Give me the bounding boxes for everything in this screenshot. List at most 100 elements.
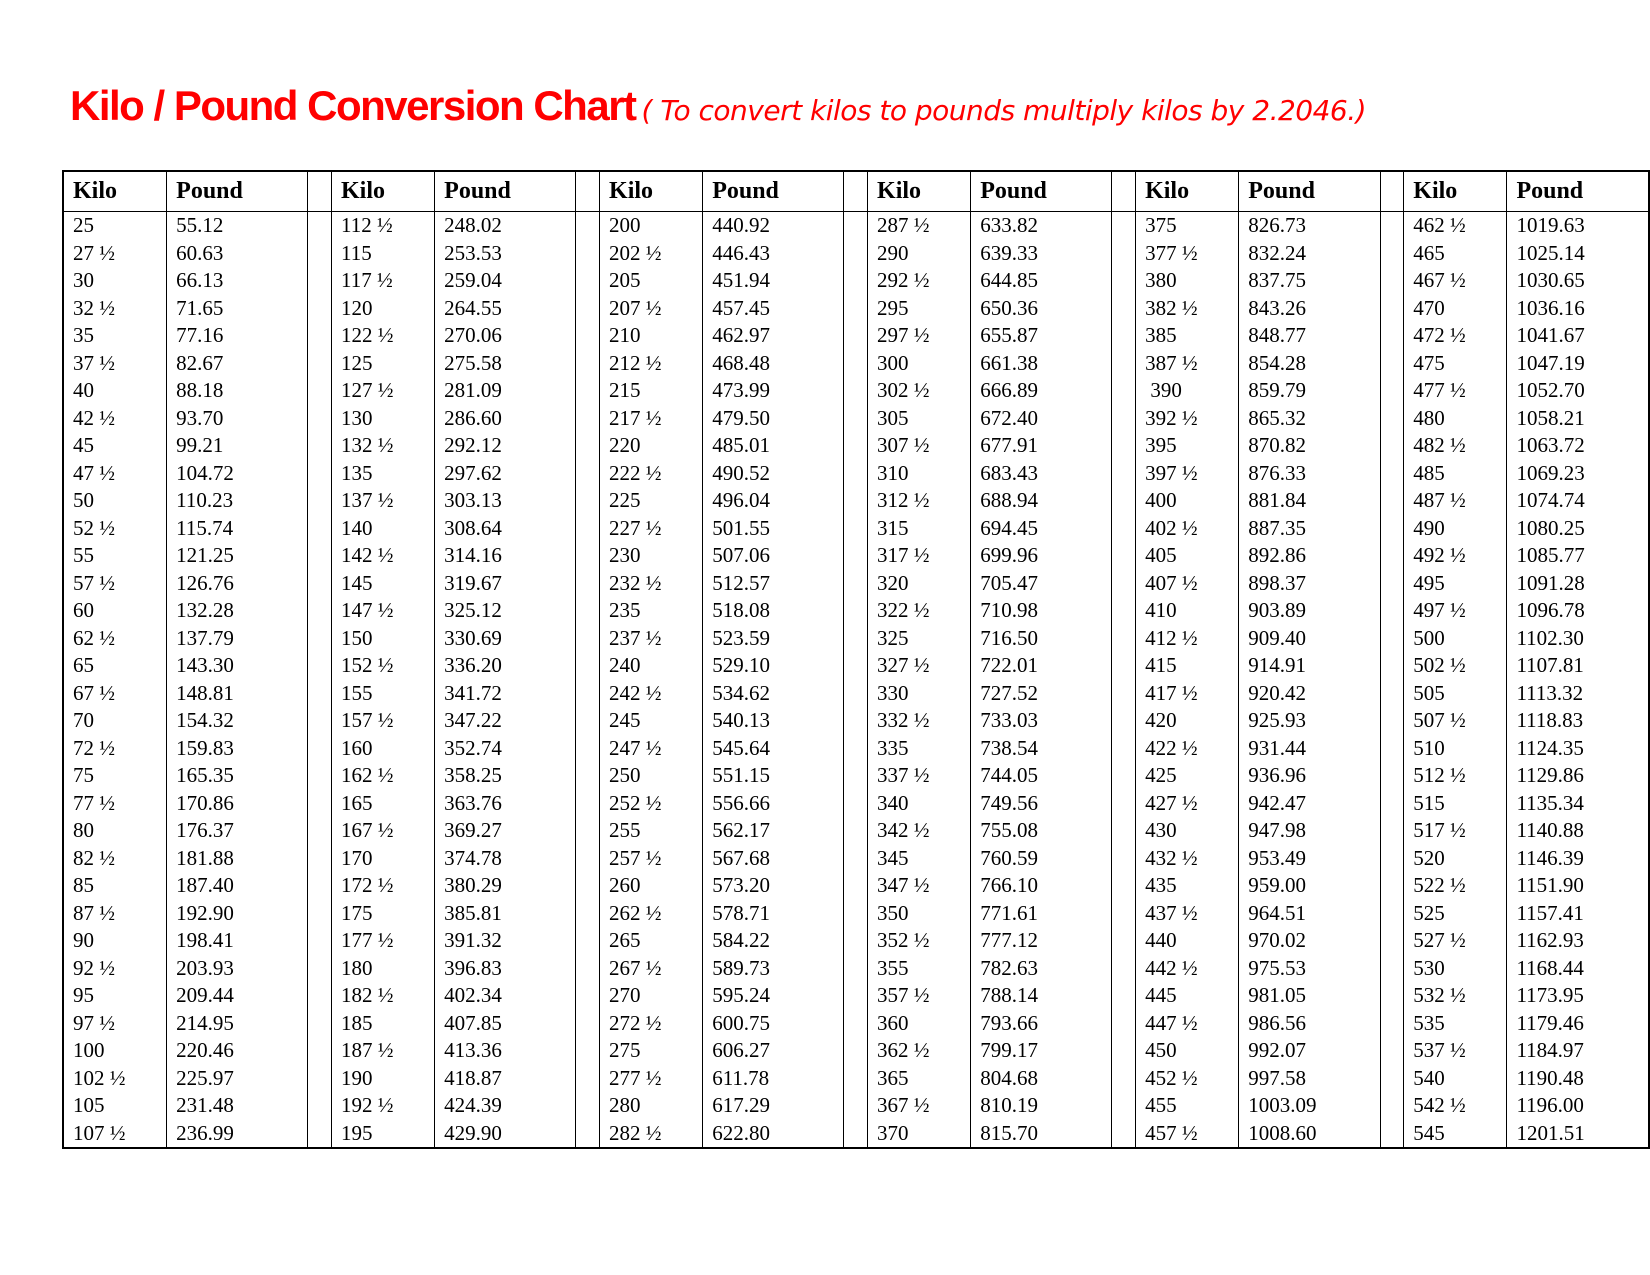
spacer-cell <box>843 432 869 460</box>
pound-cell: 848.77 <box>1238 322 1381 350</box>
table-row: 107 ½ 236.99 195 429.90 282 ½ 622.80 370 815.70… <box>62 1119 1650 1148</box>
kilo-cell: 72 ½ <box>62 734 168 762</box>
kilo-cell: 85 <box>62 872 168 900</box>
kilo-cell: 247 ½ <box>599 734 704 762</box>
kilo-cell: 345 <box>867 844 972 872</box>
pound-cell: 699.96 <box>970 542 1113 570</box>
kilo-cell: 207 ½ <box>599 294 704 322</box>
pound-cell: 942.47 <box>1238 789 1381 817</box>
kilo-cell: 420 <box>1135 707 1240 735</box>
pound-cell: 99.21 <box>166 432 309 460</box>
kilo-cell: 150 <box>331 624 436 652</box>
pound-cell: 881.84 <box>1238 487 1381 515</box>
kilo-cell: 160 <box>331 734 436 762</box>
kilo-cell: 222 ½ <box>599 459 704 487</box>
spacer-cell <box>1111 734 1137 762</box>
kilo-cell: 147 ½ <box>331 597 436 625</box>
kilo-cell: 430 <box>1135 817 1240 845</box>
pound-cell: 633.82 <box>970 211 1113 240</box>
pound-cell: 595.24 <box>702 982 845 1010</box>
conversion-table: Kilo Pound Kilo Pound Kilo Pound Kilo Pound Kilo… <box>62 170 1650 1149</box>
kilo-cell: 535 <box>1403 1009 1508 1037</box>
table-row: 100 220.46 187 ½ 413.36 275 606.27 362 ½ 799.17… <box>62 1037 1650 1065</box>
pound-cell: 330.69 <box>434 624 577 652</box>
kilo-cell: 245 <box>599 707 704 735</box>
spacer-cell <box>843 1009 869 1037</box>
kilo-cell: 50 <box>62 487 168 515</box>
spacer-cell <box>843 487 869 515</box>
spacer-cell <box>843 1092 869 1120</box>
pound-cell: 1146.39 <box>1506 844 1650 872</box>
spacer-cell <box>575 954 601 982</box>
kilo-cell: 177 ½ <box>331 927 436 955</box>
spacer-cell <box>575 322 601 350</box>
pound-cell: 352.74 <box>434 734 577 762</box>
pound-cell: 859.79 <box>1238 377 1381 405</box>
table-row: 42 ½ 93.70 130 286.60 217 ½ 479.50 305 672.40 39… <box>62 404 1650 432</box>
pound-cell: 518.08 <box>702 597 845 625</box>
spacer-cell <box>575 652 601 680</box>
kilo-cell: 500 <box>1403 624 1508 652</box>
spacer-cell <box>575 1009 601 1037</box>
spacer-cell <box>575 432 601 460</box>
spacer-cell <box>843 927 869 955</box>
table-row: 37 ½ 82.67 125 275.58 212 ½ 468.48 300 661.38 38… <box>62 349 1650 377</box>
spacer-cell <box>1379 954 1405 982</box>
pound-cell: 1113.32 <box>1506 679 1650 707</box>
spacer-cell <box>575 377 601 405</box>
pound-cell: 1179.46 <box>1506 1009 1650 1037</box>
kilo-cell: 490 <box>1403 514 1508 542</box>
spacer-cell <box>1379 404 1405 432</box>
spacer-cell <box>843 954 869 982</box>
spacer-cell <box>1111 487 1137 515</box>
pound-cell: 115.74 <box>166 514 309 542</box>
pound-cell: 584.22 <box>702 927 845 955</box>
kilo-cell: 280 <box>599 1092 704 1120</box>
pound-cell: 981.05 <box>1238 982 1381 1010</box>
pound-cell: 429.90 <box>434 1119 577 1148</box>
pound-cell: 738.54 <box>970 734 1113 762</box>
spacer-cell <box>1111 899 1137 927</box>
pound-cell: 545.64 <box>702 734 845 762</box>
kilo-cell: 82 ½ <box>62 844 168 872</box>
kilo-column-header: Kilo <box>867 171 972 212</box>
kilo-cell: 520 <box>1403 844 1508 872</box>
pound-cell: 1157.41 <box>1506 899 1650 927</box>
kilo-cell: 117 ½ <box>331 267 436 295</box>
spacer-cell <box>1111 844 1137 872</box>
table-row: 102 ½ 225.97 190 418.87 277 ½ 611.78 365 804.68… <box>62 1064 1650 1092</box>
kilo-cell: 185 <box>331 1009 436 1037</box>
spacer-cell <box>575 404 601 432</box>
pound-column-header: Pound <box>166 171 309 212</box>
pound-cell: 55.12 <box>166 211 309 240</box>
spacer-cell <box>1379 817 1405 845</box>
kilo-cell: 42 ½ <box>62 404 168 432</box>
spacer-cell <box>307 817 333 845</box>
spacer-cell <box>1379 294 1405 322</box>
pound-cell: 1184.97 <box>1506 1037 1650 1065</box>
pound-cell: 501.55 <box>702 514 845 542</box>
spacer-cell <box>1111 294 1137 322</box>
spacer-cell <box>1111 927 1137 955</box>
kilo-cell: 107 ½ <box>62 1119 168 1148</box>
kilo-cell: 515 <box>1403 789 1508 817</box>
pound-cell: 1151.90 <box>1506 872 1650 900</box>
spacer-cell <box>843 844 869 872</box>
kilo-column-header: Kilo <box>599 171 704 212</box>
kilo-cell: 225 <box>599 487 704 515</box>
kilo-cell: 380 <box>1135 267 1240 295</box>
pound-cell: 562.17 <box>702 817 845 845</box>
table-row: 80 176.37 167 ½ 369.27 255 562.17 342 ½ 755.08 4… <box>62 817 1650 845</box>
kilo-cell: 477 ½ <box>1403 377 1508 405</box>
kilo-cell: 337 ½ <box>867 762 972 790</box>
kilo-cell: 452 ½ <box>1135 1064 1240 1092</box>
table-row: 47 ½ 104.72 135 297.62 222 ½ 490.52 310 683.43 3… <box>62 459 1650 487</box>
pound-cell: 220.46 <box>166 1037 309 1065</box>
kilo-cell: 215 <box>599 377 704 405</box>
spacer-cell <box>575 211 601 240</box>
kilo-cell: 450 <box>1135 1037 1240 1065</box>
kilo-cell: 370 <box>867 1119 972 1148</box>
spacer-cell <box>843 211 869 240</box>
kilo-cell: 360 <box>867 1009 972 1037</box>
